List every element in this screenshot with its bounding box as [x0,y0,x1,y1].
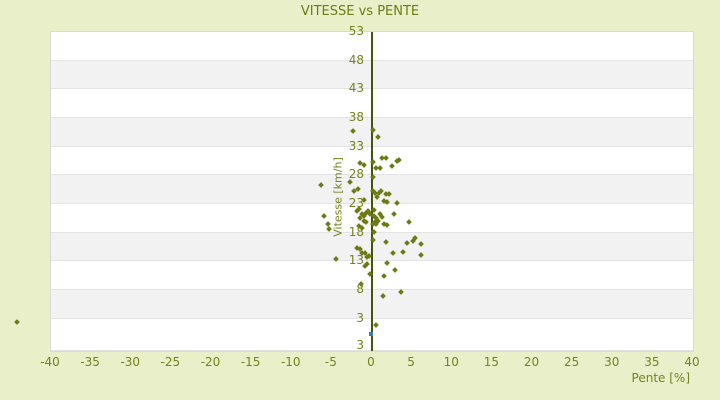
x-tick-label: -30 [120,355,141,369]
y-tick-label: 8 [356,282,364,297]
offplot-outlier-point [14,319,20,325]
x-tick-label: 30 [604,355,620,369]
x-tick-label: 25 [563,355,580,369]
y-tick-label: 33 [348,138,364,153]
y-tick-label: 3 [356,310,364,325]
x-axis-title: Pente [%] [631,371,690,385]
y-tick-label: 23 [348,196,364,211]
y-tick-label: 13 [348,253,364,268]
x-tick-label: -20 [200,355,221,369]
y-tick-label: 28 [348,167,364,182]
x-tick-label: 0 [367,355,375,369]
y-tick-label: 43 [348,81,364,96]
x-tick-label: 20 [523,355,540,369]
chart-title: VITESSE vs PENTE [300,4,420,19]
y-tick-label: 18 [348,224,364,239]
x-tick-label: 5 [407,355,415,369]
x-tick-label: -40 [40,355,60,369]
x-tick-label: 10 [443,355,459,369]
x-tick-label: 15 [483,355,500,369]
x-tick-label: -25 [160,355,181,369]
highlight-point [369,332,374,337]
x-tick-label: -10 [280,355,301,369]
y-tick-label: 53 [348,24,364,38]
y-axis-title-text: Vitesse [km/h] [331,157,345,237]
x-tick-label: -5 [324,355,337,369]
x-tick-label: -35 [80,355,100,369]
y-axis-bottom-label: 3 [356,338,364,352]
plot-area [50,31,694,352]
x-tick-label: -15 [240,355,261,369]
y-tick-label: 48 [348,52,364,67]
x-tick-label: 40 [684,355,700,369]
x-tick-label: 35 [644,355,660,369]
y-tick-label: 38 [348,110,364,125]
